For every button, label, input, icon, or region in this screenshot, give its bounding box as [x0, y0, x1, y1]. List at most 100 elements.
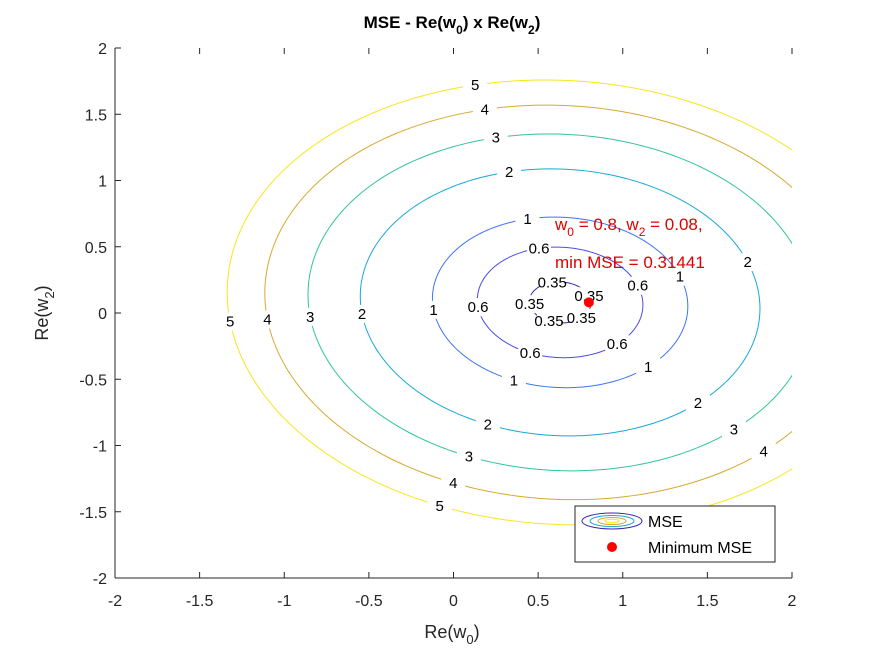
contour-label-background	[685, 394, 710, 413]
y-tick-label: 2	[98, 41, 107, 58]
contour-label-background	[475, 415, 500, 434]
y-tick-label: 1	[98, 174, 107, 191]
contour-label-background	[466, 298, 491, 317]
contour-label-background	[576, 287, 601, 306]
contour-label-background	[255, 310, 280, 329]
contour-label: 3	[730, 422, 738, 439]
contour-label-background	[526, 239, 551, 258]
contour-label: 1	[644, 359, 652, 376]
minimum-point	[583, 297, 594, 308]
contour-label-background	[463, 75, 488, 94]
contour-label-background	[483, 128, 508, 147]
contour-label: 4	[449, 475, 457, 492]
y-tick-label: 1.5	[85, 107, 107, 124]
contour-label: 2	[484, 417, 492, 434]
contour-label-background	[569, 308, 594, 327]
x-axis-ticks: -2 -1.5 -1 -0.5 0 0.5 1 1.5 2	[108, 48, 797, 610]
contour-label: 4	[481, 102, 489, 119]
y-axis-ticks: -2 -1.5 -1 -0.5 0 0.5 1 1.5 2	[79, 41, 121, 588]
contour-label-background	[751, 442, 776, 461]
plot-area	[115, 48, 792, 578]
y-tick-label: -1	[93, 439, 107, 456]
contour-label: 1	[510, 372, 518, 389]
x-tick-label: -2	[108, 593, 122, 610]
contour-label: 1	[429, 302, 437, 319]
contour-label-background	[517, 295, 542, 314]
contour-label: 0.6	[468, 299, 489, 316]
contour-label: 5	[471, 77, 479, 94]
contour-label-background	[497, 162, 522, 181]
contour-label: 2	[694, 395, 702, 412]
contour-label-background	[636, 357, 661, 376]
contour-label-background	[350, 304, 375, 323]
contour-label: 0.35	[538, 274, 567, 291]
contour-label: 2	[358, 306, 366, 323]
y-tick-label: -1.5	[79, 505, 107, 522]
legend-label-minimum: Minimum MSE	[648, 540, 752, 557]
contour-label: 5	[435, 498, 443, 515]
contour-label-background	[421, 300, 446, 319]
legend: MSE Minimum MSE	[574, 505, 776, 563]
contour-line-0-6	[476, 246, 644, 359]
contour-label: 3	[306, 309, 314, 326]
y-tick-label: 0	[98, 306, 107, 323]
contour-label: 2	[505, 164, 513, 181]
contour-label: 3	[465, 448, 473, 465]
legend-dot-icon	[607, 542, 617, 552]
contour-label-background	[456, 447, 481, 466]
contour-label: 2	[744, 254, 752, 271]
contour-label: 3	[492, 130, 500, 147]
contour-label: 4	[263, 311, 271, 328]
contour-label: 1	[523, 211, 531, 228]
contour-label: 5	[226, 314, 234, 331]
contour-line-3	[307, 133, 792, 472]
y-tick-label: 0.5	[85, 240, 107, 257]
contour-label-background	[721, 420, 746, 439]
contour-label-background	[667, 267, 692, 286]
contour-label: 0.35	[534, 313, 563, 330]
x-tick-label: 1	[618, 593, 627, 610]
contour-label-background	[625, 276, 650, 295]
contour-label-background	[515, 210, 540, 229]
annotation-line-1: w0 = 0.8, w2 = 0.08,	[554, 215, 703, 239]
legend-contour-icon	[581, 512, 643, 530]
x-axis-label: Re(w0)	[424, 622, 479, 647]
chart-title: MSE - Re(w0) x Re(w2)	[364, 13, 541, 37]
contour-label-background	[472, 100, 497, 119]
contour-label-background	[540, 273, 565, 292]
contour-line-2	[359, 168, 761, 437]
contour-label-background	[518, 343, 543, 362]
annotation-line-2: min MSE = 0.31441	[555, 253, 705, 272]
contour-label: 0.35	[574, 288, 603, 305]
y-axis-label: Re(w2)	[32, 285, 57, 340]
contour-label-background	[298, 307, 323, 326]
contour-label-background	[537, 312, 562, 331]
contour-line-4	[264, 104, 792, 501]
y-tick-label: -2	[93, 571, 107, 588]
contour-line-1	[431, 216, 689, 389]
contour-label: 0.35	[515, 296, 544, 313]
contour-label: 0.6	[607, 336, 628, 353]
contour-label-background	[735, 253, 760, 272]
x-tick-label: 0	[449, 593, 458, 610]
contour-label: 0.35	[567, 310, 596, 327]
x-tick-label: -1	[277, 593, 291, 610]
contour-label: 1	[676, 269, 684, 286]
x-tick-label: 2	[788, 593, 797, 610]
contour-label: 0.6	[627, 278, 648, 295]
contour-label: 4	[760, 443, 768, 460]
legend-label-mse: MSE	[648, 514, 683, 531]
contour-label: 0.6	[529, 240, 550, 257]
contour-label-background	[605, 335, 630, 354]
contour-label-background	[427, 496, 452, 515]
contour-label: 0.6	[520, 345, 541, 362]
x-tick-label: -0.5	[355, 593, 383, 610]
contour-label-background	[501, 371, 526, 390]
contour-labels: 0.350.350.35 0.350.350.60.60.60.60.611111…	[218, 75, 776, 515]
contour-label-background	[218, 312, 243, 331]
x-tick-label: 0.5	[527, 593, 549, 610]
x-tick-label: -1.5	[186, 593, 214, 610]
y-tick-label: -0.5	[79, 372, 107, 389]
contour-label-background	[441, 473, 466, 492]
